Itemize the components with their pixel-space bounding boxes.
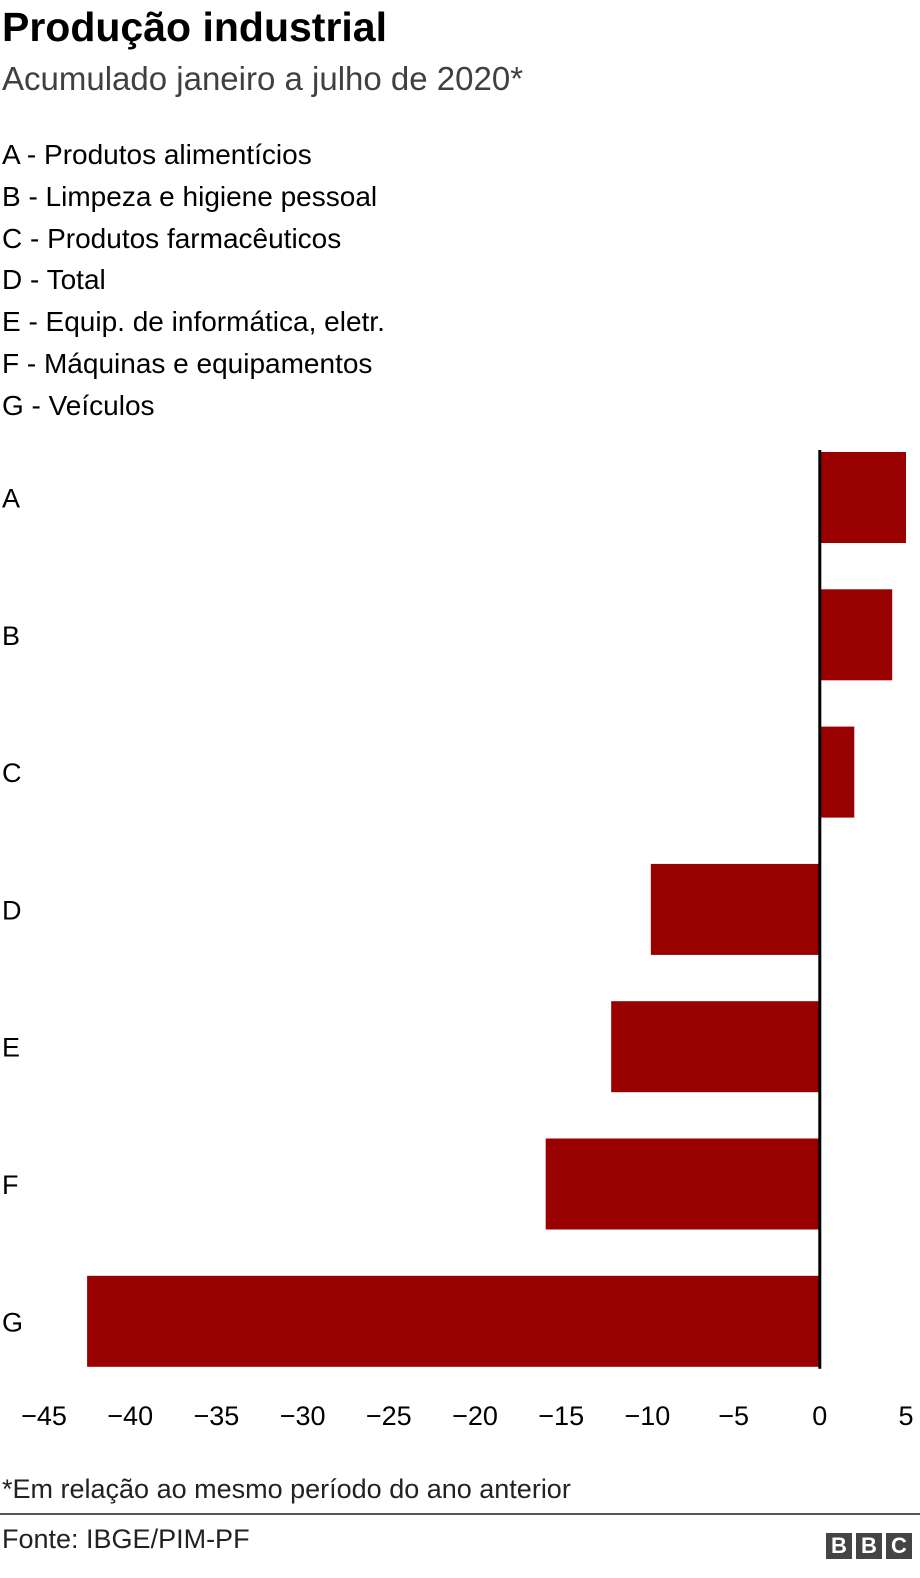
bar-e — [611, 1001, 820, 1093]
bbc-logo-letter: B — [856, 1533, 882, 1559]
category-label-a: A — [2, 484, 20, 514]
category-label-b: B — [2, 621, 20, 651]
x-tick-label: −10 — [624, 1401, 670, 1431]
chart-subtitle: Acumulado janeiro a julho de 2020* — [2, 60, 524, 97]
bar-c — [819, 726, 855, 818]
category-label-f: F — [2, 1170, 19, 1200]
category-label-e: E — [2, 1033, 20, 1063]
x-tick-label: −30 — [280, 1401, 326, 1431]
x-tick-label: −15 — [538, 1401, 584, 1431]
legend-item-c: C - Produtos farmacêuticos — [2, 222, 342, 254]
category-label-c: C — [2, 758, 22, 788]
legend-item-a: A - Produtos alimentícios — [2, 139, 312, 170]
legend-item-g: G - Veículos — [2, 389, 155, 421]
bar-f — [545, 1138, 820, 1230]
x-tick-label: 5 — [898, 1401, 913, 1431]
bar-b — [819, 589, 893, 681]
x-tick-label: −25 — [366, 1401, 412, 1431]
legend-item-e: E - Equip. de informática, eletr. — [2, 306, 385, 338]
x-tick-label: −5 — [718, 1401, 749, 1431]
category-label-d: D — [2, 895, 22, 925]
legend-item-f: F - Máquinas e equipamentos — [2, 347, 373, 379]
bar-chart: A B C D E F G −45 −40 −35 −30 −25 −20 −15 −10 −5 0 5 — [2, 450, 914, 1431]
bar-d — [650, 863, 820, 955]
x-tick-label: 0 — [812, 1401, 827, 1431]
chart-title: Produção industrial — [2, 4, 387, 50]
legend-item-d: D - Total — [2, 264, 106, 296]
divider — [0, 1513, 920, 1515]
bbc-logo: B B C — [826, 1533, 912, 1559]
bar-a — [819, 452, 906, 543]
bbc-logo-letter: C — [886, 1533, 912, 1559]
x-tick-label: −40 — [107, 1401, 153, 1431]
x-tick-label: −35 — [193, 1401, 239, 1431]
footnote: *Em relação ao mesmo período do ano ante… — [2, 1474, 571, 1504]
x-tick-label: −45 — [21, 1401, 67, 1431]
category-legend: A - Produtos alimentícios B - Limpeza e … — [2, 134, 385, 427]
legend-item-b: B - Limpeza e higiene pessoal — [2, 180, 378, 212]
bbc-logo-letter: B — [826, 1533, 852, 1559]
category-label-g: G — [2, 1307, 23, 1337]
x-tick-label: −20 — [452, 1401, 498, 1431]
source-note: Fonte: IBGE/PIM-PF — [2, 1524, 250, 1554]
bar-g — [87, 1275, 820, 1367]
